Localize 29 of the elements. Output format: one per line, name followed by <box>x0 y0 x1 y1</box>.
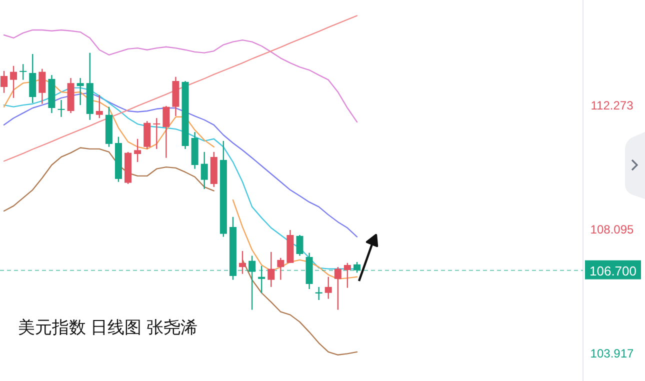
candlestick <box>153 118 160 150</box>
candlestick <box>239 250 246 274</box>
text: 美元指数 日线图 张尧浠 <box>18 318 198 337</box>
y-tick-label: 108.095 <box>590 222 634 236</box>
candlestick <box>20 63 27 80</box>
y-tick-label: 103.917 <box>590 346 634 360</box>
line-series <box>3 29 358 123</box>
candlestick <box>10 65 18 99</box>
candlestick <box>96 94 103 119</box>
line-series <box>3 92 358 238</box>
candlestick <box>0 70 8 94</box>
candlestick <box>134 138 142 163</box>
y-tick-label: 112.273 <box>590 98 634 112</box>
candlestick <box>353 261 360 274</box>
candlestick <box>76 77 84 106</box>
candlestick <box>277 257 284 280</box>
candlestick <box>334 266 342 310</box>
ref-line-label: 106.700 <box>590 263 636 278</box>
candlestick <box>268 251 275 288</box>
candlestick <box>200 151 208 190</box>
candlestick <box>296 234 304 256</box>
candlestick <box>344 262 351 288</box>
candlestick <box>248 255 256 310</box>
candlestick <box>324 276 332 300</box>
candlestick <box>38 68 46 104</box>
candlestick <box>58 99 65 118</box>
line-series <box>3 15 358 162</box>
candlestick <box>162 105 170 158</box>
candlestick <box>258 265 266 294</box>
